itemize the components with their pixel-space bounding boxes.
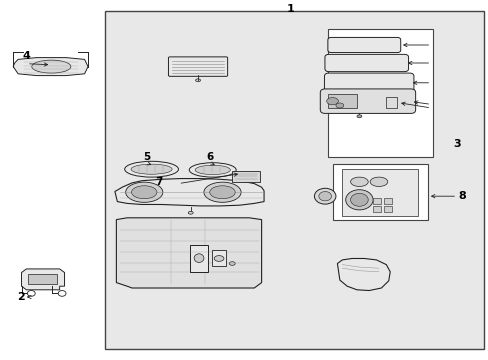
- FancyBboxPatch shape: [105, 11, 483, 349]
- FancyBboxPatch shape: [332, 164, 427, 220]
- FancyBboxPatch shape: [324, 54, 407, 72]
- Ellipse shape: [131, 186, 157, 199]
- FancyBboxPatch shape: [212, 250, 225, 266]
- Polygon shape: [116, 218, 261, 288]
- FancyBboxPatch shape: [327, 37, 400, 53]
- Ellipse shape: [326, 98, 338, 105]
- Ellipse shape: [229, 262, 235, 265]
- Ellipse shape: [314, 188, 335, 204]
- FancyBboxPatch shape: [324, 73, 413, 93]
- Ellipse shape: [318, 192, 331, 201]
- FancyBboxPatch shape: [168, 57, 227, 76]
- FancyBboxPatch shape: [232, 171, 259, 182]
- Ellipse shape: [214, 256, 224, 261]
- Text: 4: 4: [23, 51, 31, 61]
- Ellipse shape: [350, 193, 367, 206]
- Ellipse shape: [189, 163, 236, 177]
- FancyBboxPatch shape: [327, 29, 432, 157]
- Text: 5: 5: [143, 152, 150, 162]
- Text: 6: 6: [206, 152, 213, 162]
- Ellipse shape: [356, 115, 361, 118]
- Polygon shape: [337, 258, 389, 291]
- Polygon shape: [13, 58, 88, 76]
- FancyBboxPatch shape: [383, 198, 391, 204]
- FancyBboxPatch shape: [28, 274, 57, 284]
- Ellipse shape: [243, 184, 248, 187]
- Ellipse shape: [188, 211, 193, 214]
- Text: 8: 8: [457, 191, 465, 201]
- FancyBboxPatch shape: [372, 198, 380, 204]
- Ellipse shape: [195, 165, 230, 175]
- FancyBboxPatch shape: [327, 94, 356, 108]
- Text: 3: 3: [452, 139, 460, 149]
- Ellipse shape: [194, 254, 203, 262]
- Ellipse shape: [125, 182, 163, 202]
- Ellipse shape: [203, 182, 241, 202]
- FancyBboxPatch shape: [386, 97, 396, 108]
- Ellipse shape: [369, 177, 387, 186]
- FancyBboxPatch shape: [372, 206, 380, 212]
- Text: 7: 7: [155, 177, 163, 187]
- Ellipse shape: [32, 60, 71, 73]
- Ellipse shape: [124, 161, 178, 177]
- Ellipse shape: [58, 291, 66, 296]
- FancyBboxPatch shape: [189, 245, 208, 272]
- Polygon shape: [115, 179, 264, 206]
- Polygon shape: [21, 269, 64, 290]
- Ellipse shape: [209, 186, 235, 199]
- FancyBboxPatch shape: [320, 89, 415, 113]
- FancyBboxPatch shape: [342, 169, 417, 216]
- FancyBboxPatch shape: [383, 206, 391, 212]
- Ellipse shape: [131, 164, 172, 174]
- Ellipse shape: [350, 177, 367, 186]
- Ellipse shape: [335, 103, 343, 108]
- Text: 2: 2: [17, 292, 24, 302]
- Text: 1: 1: [286, 4, 294, 14]
- Ellipse shape: [345, 190, 372, 210]
- Ellipse shape: [195, 79, 200, 82]
- Ellipse shape: [27, 291, 35, 296]
